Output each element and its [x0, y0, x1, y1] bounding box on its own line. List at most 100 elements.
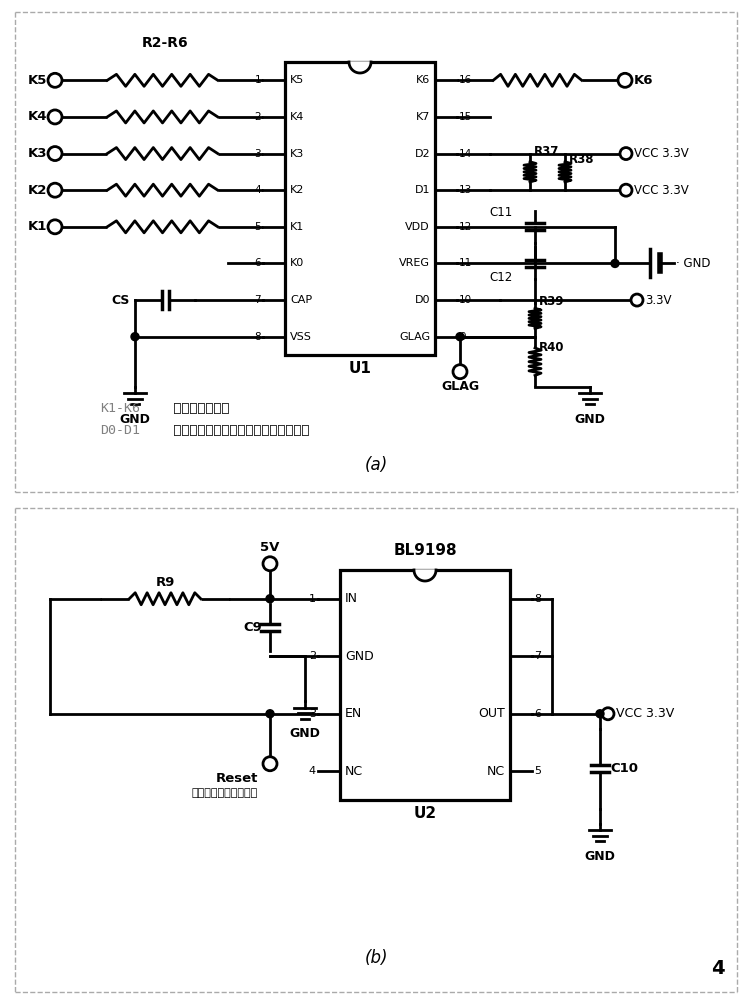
- Text: 8: 8: [534, 594, 541, 604]
- Text: U1: U1: [349, 361, 371, 376]
- Circle shape: [48, 220, 62, 234]
- Text: CAP: CAP: [290, 295, 312, 305]
- Text: R39: R39: [539, 295, 565, 308]
- Circle shape: [618, 73, 632, 87]
- Text: 7: 7: [534, 651, 541, 661]
- Text: 8: 8: [254, 332, 261, 342]
- Circle shape: [266, 595, 274, 603]
- Text: R40: R40: [539, 341, 565, 354]
- Text: 5: 5: [254, 222, 261, 232]
- Text: · GND: · GND: [676, 257, 711, 270]
- Text: 12: 12: [459, 222, 472, 232]
- Text: VCC 3.3V: VCC 3.3V: [616, 707, 675, 720]
- Text: 将用户触摸输入信号输出到中央控制器: 将用户触摸输入信号输出到中央控制器: [165, 424, 310, 436]
- Circle shape: [131, 333, 139, 341]
- Text: 1: 1: [254, 75, 261, 85]
- Text: GND: GND: [345, 650, 374, 663]
- Text: NC: NC: [345, 765, 363, 778]
- Text: K6: K6: [634, 74, 653, 87]
- Text: 6: 6: [534, 709, 541, 719]
- Text: D0: D0: [414, 295, 430, 305]
- Text: (a): (a): [365, 456, 387, 474]
- Text: 3.3V: 3.3V: [645, 294, 672, 307]
- Bar: [285, 62, 435, 355]
- Text: 16: 16: [459, 75, 472, 85]
- Text: K1: K1: [290, 222, 305, 232]
- Text: R37: R37: [534, 145, 559, 158]
- Text: C11: C11: [490, 206, 513, 219]
- Text: GND: GND: [575, 413, 605, 426]
- Text: GND: GND: [120, 413, 150, 426]
- Text: GLAG: GLAG: [399, 332, 430, 342]
- Text: D0-D1: D0-D1: [100, 424, 140, 436]
- Text: GND: GND: [290, 727, 320, 740]
- Text: C9: C9: [243, 621, 262, 634]
- Circle shape: [596, 710, 604, 718]
- Circle shape: [263, 757, 277, 771]
- Text: 13: 13: [459, 185, 472, 195]
- Text: 14: 14: [459, 149, 472, 159]
- Text: R2-R6: R2-R6: [141, 36, 188, 50]
- Text: OUT: OUT: [478, 707, 505, 720]
- Circle shape: [620, 184, 632, 196]
- Text: 2: 2: [254, 112, 261, 122]
- Text: BL9198: BL9198: [393, 543, 456, 558]
- Circle shape: [266, 710, 274, 718]
- Text: 11: 11: [459, 258, 472, 268]
- Text: 3: 3: [309, 709, 316, 719]
- Text: NC: NC: [487, 765, 505, 778]
- Text: CS: CS: [111, 294, 130, 307]
- Text: 2: 2: [309, 651, 316, 661]
- Text: U2: U2: [414, 806, 437, 821]
- Text: R9: R9: [156, 576, 174, 589]
- Text: 9: 9: [459, 332, 465, 342]
- Text: 用户触摸输入模块复位: 用户触摸输入模块复位: [192, 788, 258, 798]
- Text: D2: D2: [414, 149, 430, 159]
- Text: 5: 5: [534, 766, 541, 776]
- Text: K7: K7: [416, 112, 430, 122]
- Text: 4: 4: [254, 185, 261, 195]
- Text: VSS: VSS: [290, 332, 312, 342]
- Text: K6: K6: [416, 75, 430, 85]
- Text: 7: 7: [254, 295, 261, 305]
- Circle shape: [602, 708, 614, 720]
- Text: GLAG: GLAG: [441, 380, 479, 393]
- Text: K3: K3: [28, 147, 47, 160]
- Text: 10: 10: [459, 295, 472, 305]
- Circle shape: [48, 183, 62, 197]
- Circle shape: [456, 333, 464, 341]
- Text: K4: K4: [290, 112, 305, 122]
- Circle shape: [48, 73, 62, 87]
- Text: 6: 6: [254, 258, 261, 268]
- Circle shape: [620, 148, 632, 160]
- Text: Reset: Reset: [216, 772, 258, 785]
- Polygon shape: [349, 62, 371, 73]
- Text: C12: C12: [490, 271, 513, 284]
- Polygon shape: [414, 570, 436, 581]
- Circle shape: [48, 110, 62, 124]
- Text: VDD: VDD: [405, 222, 430, 232]
- Text: VREG: VREG: [399, 258, 430, 268]
- Text: D1: D1: [414, 185, 430, 195]
- Circle shape: [453, 365, 467, 379]
- Circle shape: [48, 147, 62, 161]
- Text: K2: K2: [28, 184, 47, 197]
- Text: K4: K4: [28, 110, 47, 123]
- Text: 4: 4: [711, 958, 725, 978]
- Text: EN: EN: [345, 707, 362, 720]
- Circle shape: [263, 557, 277, 571]
- Bar: [340, 570, 510, 800]
- Text: 用户输入触摸盘: 用户输入触摸盘: [165, 401, 229, 414]
- Text: K5: K5: [290, 75, 305, 85]
- Text: 3: 3: [254, 149, 261, 159]
- Text: K5: K5: [28, 74, 47, 87]
- Text: IN: IN: [345, 592, 358, 605]
- Text: 15: 15: [459, 112, 472, 122]
- Circle shape: [611, 259, 619, 267]
- Text: R38: R38: [569, 153, 595, 166]
- Text: GND: GND: [584, 850, 615, 863]
- Text: (b): (b): [364, 949, 388, 967]
- Text: C10: C10: [610, 762, 638, 775]
- Text: K3: K3: [290, 149, 305, 159]
- Text: 1: 1: [309, 594, 316, 604]
